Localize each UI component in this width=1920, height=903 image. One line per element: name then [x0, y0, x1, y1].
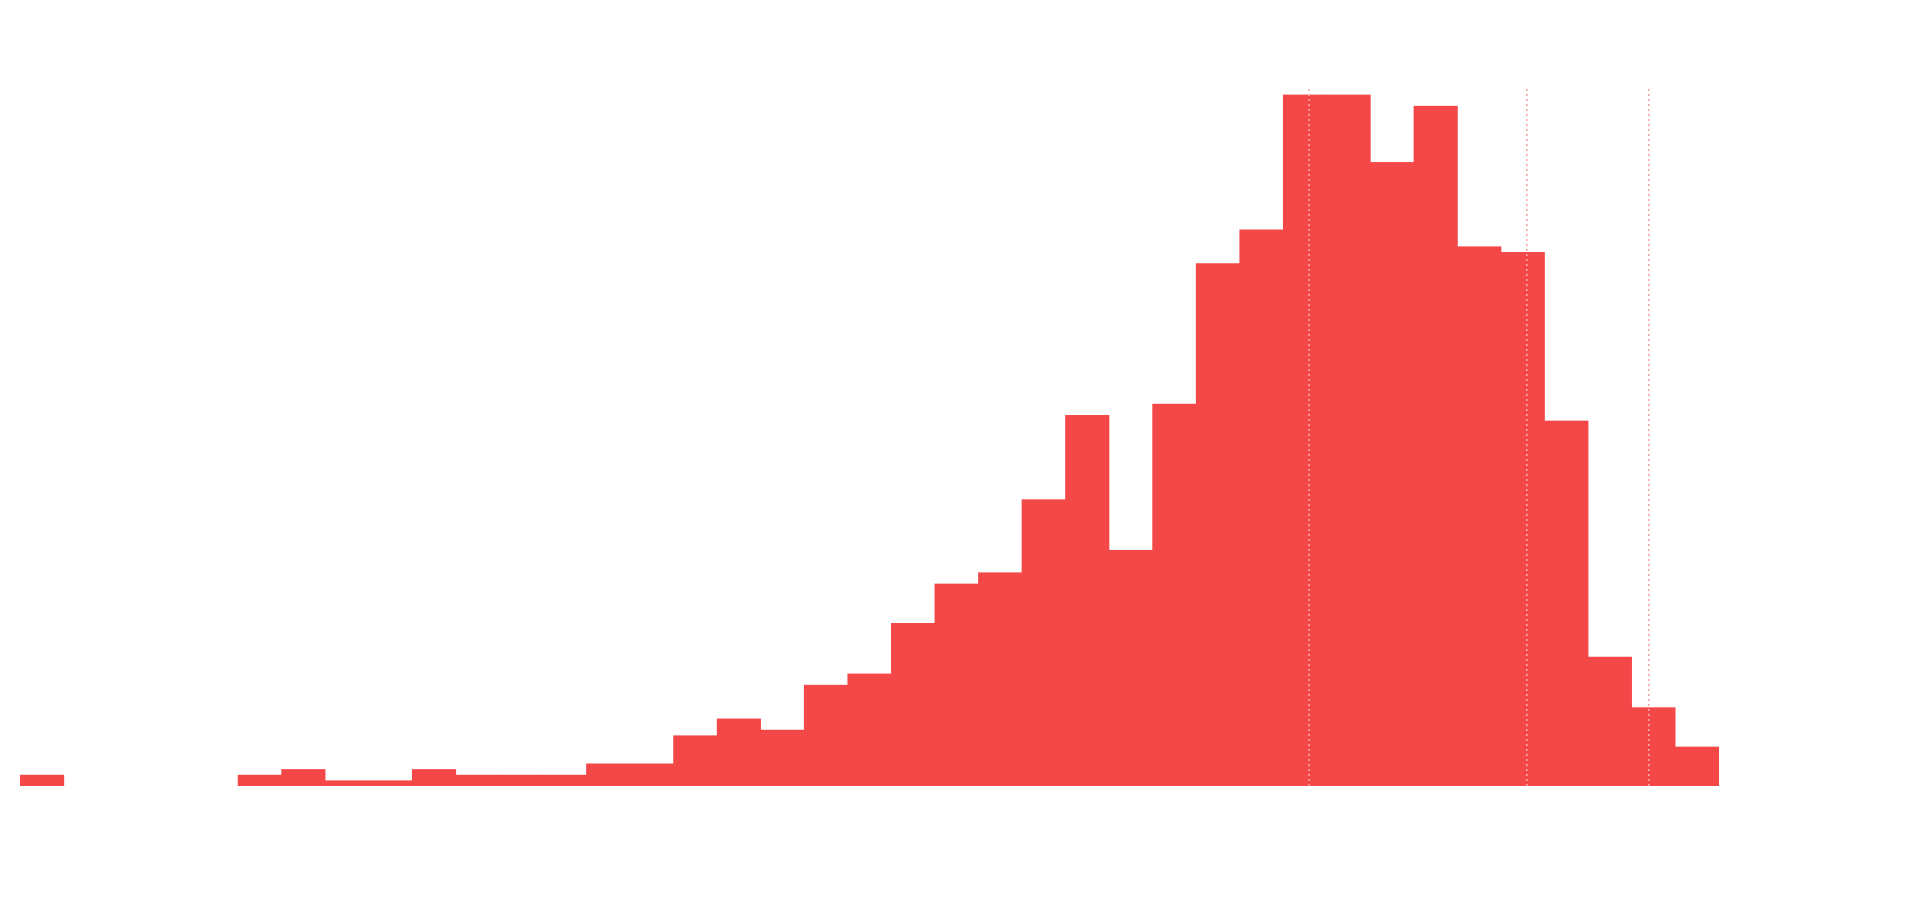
histogram-bar [1326, 94, 1371, 787]
histogram-bar [281, 769, 326, 786]
histogram-bar [716, 718, 761, 786]
histogram-bar [1544, 420, 1589, 786]
histogram-bar [847, 673, 892, 786]
histogram-bar [1239, 229, 1284, 786]
histogram-bar [237, 774, 282, 786]
histogram-bar [542, 774, 587, 786]
histogram-bar [760, 729, 805, 786]
histogram-bar [803, 684, 849, 786]
histogram-bar [455, 774, 500, 786]
histogram-bar [978, 572, 1023, 786]
histogram-bar [411, 769, 457, 786]
histogram-bar [1370, 162, 1415, 786]
histogram-bar [1500, 252, 1545, 786]
histogram-bar [324, 780, 369, 786]
histogram-bar [1065, 415, 1110, 786]
histogram-bar [1674, 746, 1720, 786]
histogram-bar [1021, 499, 1066, 786]
histogram-bar [934, 583, 979, 786]
markers-layer [1308, 89, 1650, 786]
histogram-bar [629, 763, 674, 786]
histogram-bar [1631, 707, 1676, 786]
histogram-bar [1413, 105, 1458, 787]
histogram-bar [20, 774, 65, 786]
histogram-bar [891, 622, 936, 786]
histogram-bar [368, 780, 413, 786]
histogram-bar [1195, 263, 1240, 786]
histogram-bar [1457, 246, 1502, 786]
histogram-bar [1282, 94, 1328, 787]
histogram-bar [1587, 656, 1632, 786]
histogram-bar [673, 735, 718, 786]
histogram-bar [1108, 549, 1153, 786]
histogram-bar [586, 763, 631, 786]
histogram-bar [1152, 403, 1197, 786]
histogram-bar [499, 774, 544, 786]
bars-layer [20, 94, 1720, 787]
